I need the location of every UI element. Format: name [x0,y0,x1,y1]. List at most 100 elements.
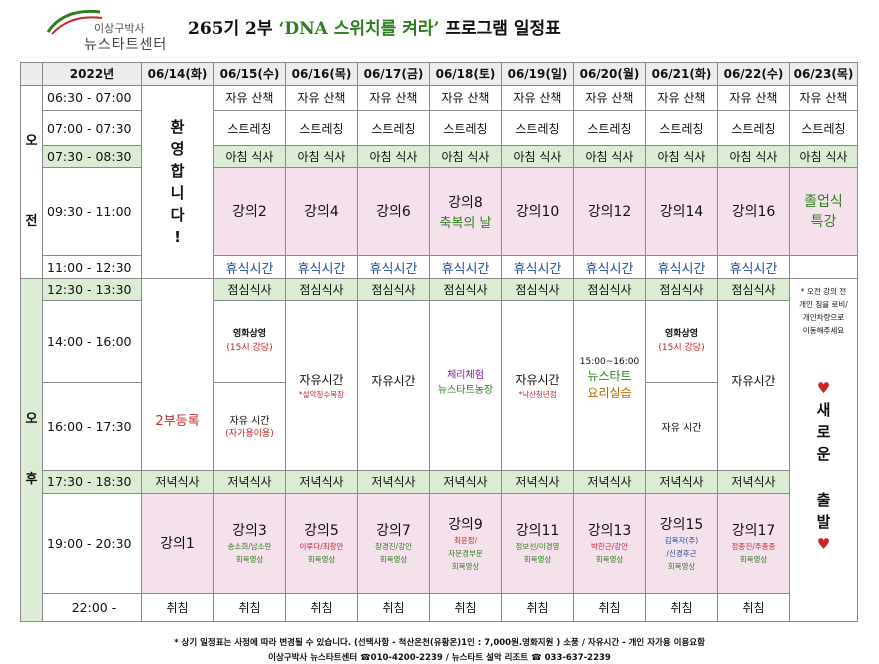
stretch-cell: 스트레칭 [357,110,430,147]
lecture-title: 강의5 [304,523,339,540]
sleep-cell: 취침 [573,593,646,622]
walk-cell: 자유 산책 [357,84,430,112]
row-1100: 11:00 - 12:30 휴식시간 휴식시간 휴식시간 휴식시간 휴식시간 휴… [21,254,858,280]
movie-label: 영화상영 [232,329,267,340]
movie-cell: 영화상영 (15시 강당) [645,299,718,383]
lecture-title: 강의11 [515,523,560,540]
lecture-cell: 강의2 [213,166,286,256]
time-cell: 22:00 - [42,593,142,622]
cooking-line: 요리실습 [587,385,632,400]
free-time-cell: 자유 시간 (자가용이용) [213,381,286,472]
farm-cell: 체리체험 뉴스타트농장 [429,299,502,472]
time-cell: 06:30 - 07:00 [42,84,142,112]
note-line: 개인차량으로 [802,313,845,323]
free-time-note: (자가용이용) [225,429,274,440]
welcome-char: 영 [170,139,185,158]
header-date: 06/17(금) [357,62,430,86]
row-0730: 07:30 - 08:30 아침 식사 아침 식사 아침 식사 아침 식사 아침… [20,145,858,168]
evening-lecture-cell: 강의7 장경진/강안 회복영상 [357,492,430,595]
free-label: 자유시간 [371,374,416,389]
free-label: 자유시간 [299,372,344,387]
lecture-title: 강의8 [448,194,483,211]
lecture-sub: 회복영상 [451,561,480,571]
header-date: 06/22(수) [717,62,790,86]
word-char: 출 [816,491,831,510]
cooking-line: 뉴스타트 [587,368,632,383]
time-cell: 09:30 - 11:00 [42,166,142,256]
footer-note: * 상기 일정표는 사정에 따라 변경될 수 있습니다. (선택사항 - 척산온… [174,638,705,648]
graduation-line: 졸업식 [804,194,843,211]
time-cell: 11:00 - 12:30 [42,254,142,280]
welcome-char: 환 [170,117,185,136]
sleep-cell: 취침 [717,593,790,622]
lecture-cell: 강의6 [357,166,430,256]
header-date: 06/19(일) [501,62,574,86]
lecture-sub: 자문경부문 [448,548,483,558]
evening-lecture-cell: 강의1 [141,492,214,595]
movie-time: (15시 강당) [226,343,273,354]
pm-char: 후 [25,472,38,488]
row-2200: 22:00 - 취침 취침 취침 취침 취침 취침 취침 취침 취침 [21,593,858,622]
lecture-sub: 회복영상 [523,555,552,565]
stretch-cell: 스트레칭 [573,110,646,147]
breakfast-cell: 아침 식사 [429,145,502,168]
dinner-cell: 저녁식사 [429,470,502,494]
dinner-cell: 저녁식사 [645,470,718,494]
lecture-sub: 장경진/강안 [374,542,413,552]
header-row: 2022년 06/14(화) 06/15(수) 06/16(목) 06/17(금… [20,62,858,86]
evening-lecture-cell: 강의15 김복자(주) /신경후근 회복영상 [645,492,718,595]
rest-cell: 휴식시간 [357,254,430,280]
time-cell: 19:00 - 20:30 [42,492,142,595]
sleep-cell: 취침 [285,593,358,622]
time-cell: 12:30 - 13:30 [42,278,142,301]
lecture-sub: /신경후근 [666,548,697,558]
am-label: 오 전 [20,84,43,280]
lecture-title: 강의17 [731,523,776,540]
word-char: 새 [816,401,831,420]
free-cell: 자유시간 *설악청수목장 [285,299,358,472]
time-cell: 14:00 - 16:00 [42,299,142,383]
free-time-label: 자유 시간 [229,416,270,428]
title-part1: 265기 2부 [188,19,279,39]
word-char: 발 [816,513,831,532]
logo-line1: 이상구박사 [94,22,145,35]
evening-lecture-cell: 강의17 정종진/주종종 회복영상 [717,492,790,595]
dinner-cell: 저녁식사 [573,470,646,494]
sleep-cell: 취침 [357,593,430,622]
note-line: 개인 짐을 로비/ [799,300,848,310]
sleep-cell: 취침 [501,593,574,622]
lecture-sub: 회복영상 [379,555,408,565]
breakfast-cell: 아침 식사 [717,145,790,168]
lecture-sub: 송소희/남소란 [227,542,272,552]
dinner-cell: 저녁식사 [141,470,214,494]
row-1230: 오 후 12:30 - 13:30 2부등록 점심식사 점심식사 점심식사 점심… [20,278,858,622]
dinner-cell: 저녁식사 [501,470,574,494]
row-1730: 17:30 - 18:30 저녁식사 저녁식사 저녁식사 저녁식사 저녁식사 저… [20,470,858,494]
stretch-cell: 스트레칭 [285,110,358,147]
stretch-cell: 스트레칭 [645,110,718,147]
word-char: 로 [816,423,831,442]
walk-cell: 자유 산책 [285,84,358,112]
time-cell: 07:30 - 08:30 [42,145,142,168]
header-date: 06/18(토) [429,62,502,86]
time-cell: 17:30 - 18:30 [42,470,142,494]
breakfast-cell: 아침 식사 [213,145,286,168]
breakfast-cell: 아침 식사 [357,145,430,168]
movie-cell: 영화상영 (15시 강당) [213,299,286,383]
header-date: 06/15(수) [213,62,286,86]
lecture-cell: 강의12 [573,166,646,256]
logo: 이상구박사 뉴스타트센터 [44,6,174,54]
lecture-title: 강의15 [659,516,704,533]
lecture-title: 강의13 [587,523,632,540]
sleep-cell: 취침 [213,593,286,622]
footer-contact: 이상구박사 뉴스타트센터 ☎010-4200-2239 / 뉴스타트 설악 리조… [268,653,611,663]
breakfast-cell: 아침 식사 [789,145,858,168]
rest-cell: 휴식시간 [501,254,574,280]
pm-char: 오 [25,412,38,428]
lecture-sub: 회복영상 [595,555,624,565]
lecture-cell: 강의8 축복의 날 [429,166,502,256]
free-cell: 자유시간 [357,299,430,472]
title-highlight: ‘DNA 스위치를 켜라’ [278,19,440,39]
schedule-table: 2022년 06/14(화) 06/15(수) 06/16(목) 06/17(금… [20,62,858,622]
walk-cell: 자유 산책 [645,84,718,112]
